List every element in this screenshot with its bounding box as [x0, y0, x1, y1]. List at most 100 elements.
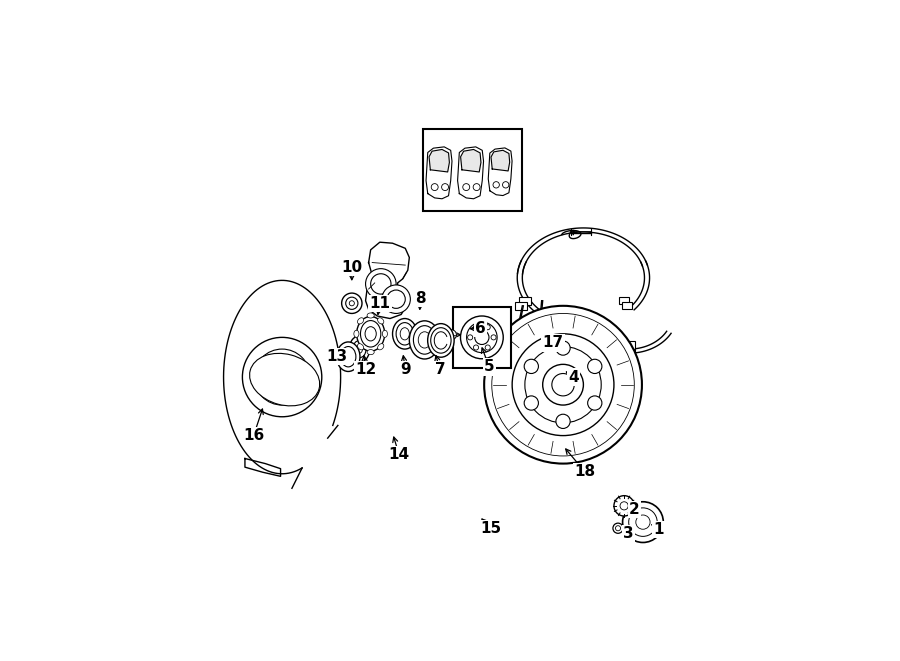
- Polygon shape: [245, 459, 281, 477]
- Bar: [619, 297, 629, 304]
- Polygon shape: [426, 147, 452, 199]
- Circle shape: [346, 297, 358, 309]
- Text: 16: 16: [243, 428, 265, 443]
- Text: 9: 9: [400, 362, 410, 377]
- Bar: [518, 297, 531, 305]
- Text: 15: 15: [481, 521, 501, 535]
- Bar: [453, 307, 511, 368]
- Bar: [622, 301, 632, 309]
- Text: 3: 3: [623, 525, 634, 541]
- Ellipse shape: [365, 327, 376, 341]
- Circle shape: [473, 345, 479, 350]
- Circle shape: [365, 268, 396, 299]
- Text: 7: 7: [435, 362, 446, 377]
- Ellipse shape: [413, 326, 436, 354]
- Text: 14: 14: [389, 447, 410, 463]
- Text: 8: 8: [415, 291, 426, 305]
- Bar: [515, 301, 527, 310]
- Polygon shape: [429, 149, 449, 172]
- Ellipse shape: [353, 340, 366, 358]
- Ellipse shape: [357, 318, 364, 324]
- Bar: [624, 349, 635, 357]
- Ellipse shape: [431, 328, 451, 353]
- Circle shape: [491, 335, 496, 340]
- Text: 10: 10: [341, 260, 363, 275]
- Polygon shape: [457, 147, 483, 199]
- Circle shape: [512, 334, 614, 436]
- Bar: [624, 342, 635, 349]
- Circle shape: [446, 330, 456, 340]
- Ellipse shape: [349, 336, 370, 362]
- Circle shape: [588, 360, 602, 373]
- Circle shape: [387, 290, 405, 308]
- Circle shape: [342, 293, 362, 313]
- Circle shape: [468, 335, 472, 340]
- Circle shape: [502, 182, 508, 188]
- Circle shape: [442, 184, 448, 190]
- Circle shape: [463, 184, 470, 190]
- Ellipse shape: [340, 346, 356, 367]
- Ellipse shape: [396, 323, 413, 345]
- Text: 11: 11: [369, 295, 391, 311]
- Circle shape: [552, 373, 574, 396]
- Ellipse shape: [400, 328, 410, 340]
- Ellipse shape: [378, 344, 383, 350]
- Circle shape: [242, 337, 322, 417]
- Text: 12: 12: [355, 362, 376, 377]
- Circle shape: [516, 339, 526, 349]
- Ellipse shape: [392, 319, 417, 349]
- Circle shape: [474, 330, 489, 344]
- Polygon shape: [461, 149, 481, 172]
- Bar: [515, 325, 526, 336]
- Circle shape: [473, 325, 479, 330]
- Text: 4: 4: [568, 369, 579, 385]
- Ellipse shape: [378, 318, 383, 324]
- Bar: [536, 328, 544, 339]
- Circle shape: [524, 396, 538, 410]
- Ellipse shape: [418, 332, 431, 348]
- Ellipse shape: [356, 317, 384, 351]
- Circle shape: [556, 341, 571, 355]
- Polygon shape: [488, 148, 512, 196]
- Circle shape: [473, 184, 480, 190]
- Circle shape: [525, 346, 601, 423]
- Text: 6: 6: [475, 321, 486, 336]
- Circle shape: [485, 345, 490, 350]
- Text: 5: 5: [484, 360, 495, 374]
- Circle shape: [623, 502, 663, 543]
- Ellipse shape: [356, 345, 363, 353]
- Circle shape: [431, 184, 438, 190]
- Circle shape: [493, 182, 500, 188]
- Ellipse shape: [367, 350, 374, 355]
- Polygon shape: [365, 242, 410, 319]
- Circle shape: [536, 349, 544, 357]
- Circle shape: [466, 322, 497, 352]
- Circle shape: [349, 301, 355, 306]
- Ellipse shape: [354, 330, 359, 337]
- Ellipse shape: [382, 330, 387, 337]
- Polygon shape: [223, 280, 340, 474]
- Circle shape: [524, 359, 538, 373]
- Ellipse shape: [367, 313, 374, 318]
- Circle shape: [371, 274, 391, 294]
- Circle shape: [543, 364, 583, 405]
- Circle shape: [266, 362, 297, 393]
- Circle shape: [254, 349, 310, 405]
- Ellipse shape: [249, 354, 320, 406]
- Ellipse shape: [357, 344, 364, 350]
- Bar: [423, 129, 522, 211]
- Circle shape: [556, 414, 571, 428]
- Circle shape: [588, 396, 602, 410]
- Text: 13: 13: [326, 349, 347, 364]
- Text: 18: 18: [574, 464, 595, 479]
- Circle shape: [382, 285, 410, 313]
- Text: 2: 2: [629, 502, 640, 517]
- Ellipse shape: [428, 324, 454, 357]
- Ellipse shape: [337, 342, 360, 371]
- Circle shape: [614, 496, 634, 516]
- Ellipse shape: [361, 321, 381, 347]
- Polygon shape: [491, 150, 509, 171]
- Circle shape: [485, 325, 490, 330]
- Text: 17: 17: [543, 336, 563, 350]
- Circle shape: [461, 316, 503, 359]
